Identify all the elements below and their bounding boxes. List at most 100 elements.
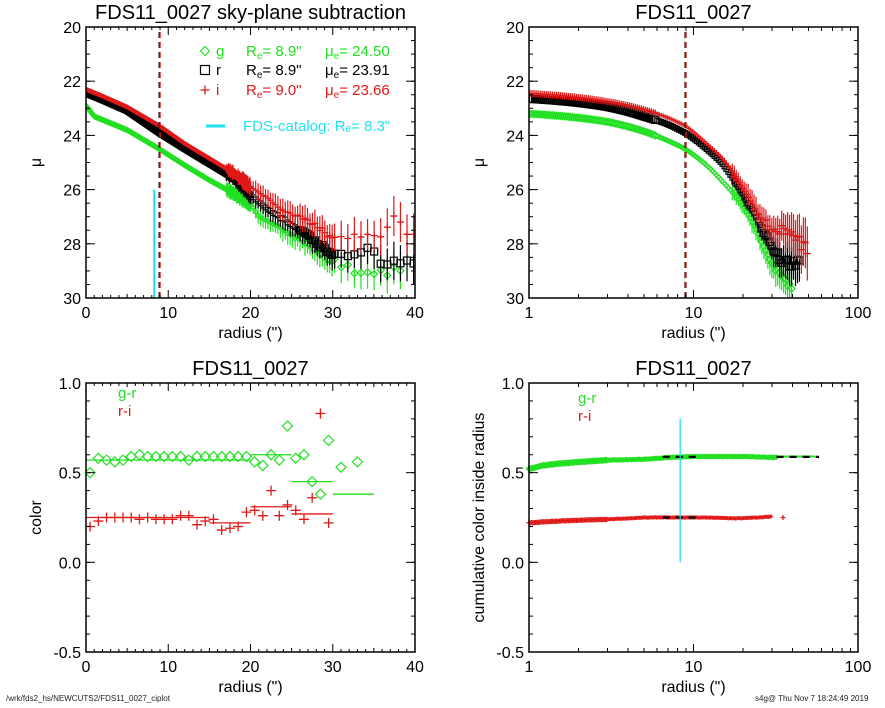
series-g-r xyxy=(84,420,374,501)
equals: = 9.0" xyxy=(262,82,301,99)
legend-band-label: g xyxy=(216,43,224,60)
data-point xyxy=(725,163,731,169)
legend-band-label: i xyxy=(216,82,219,99)
data-point xyxy=(141,450,154,463)
data-point xyxy=(337,233,345,241)
data-point xyxy=(265,195,271,201)
x-axis-label: radius (") xyxy=(218,325,282,342)
legend-mu-label: μe= 24.50 xyxy=(325,43,390,62)
data-point xyxy=(199,450,212,463)
data-point xyxy=(363,267,372,277)
data-point xyxy=(377,233,385,241)
data-point xyxy=(256,459,269,472)
data-point xyxy=(529,94,534,103)
data-point xyxy=(274,510,285,521)
data-point xyxy=(787,284,796,293)
data-point xyxy=(275,204,281,210)
data-layer xyxy=(529,89,811,298)
chart-title: FDS11_0027 sky-plane subtraction xyxy=(95,2,406,24)
y-tick-label: 1.0 xyxy=(502,376,524,393)
timestamp-footer: s4g@ Thu Nov 7 18:24:49 2019 xyxy=(755,694,869,703)
chart-title: FDS11_0027 xyxy=(635,358,751,380)
y-tick-label: 20 xyxy=(506,20,524,37)
data-point xyxy=(325,248,334,257)
data-point xyxy=(270,200,276,206)
data-point xyxy=(350,268,359,278)
y-axis-label: color xyxy=(28,499,45,534)
series-r-i xyxy=(85,408,334,536)
data-point xyxy=(335,461,347,474)
data-point xyxy=(724,160,729,166)
legend-catalog-text: FDS-catalog: Rₑ= 8.3" xyxy=(243,118,390,135)
legend-label: r-i xyxy=(578,408,591,425)
data-point xyxy=(344,235,352,243)
equals: = 8.9" xyxy=(262,43,301,60)
data-point xyxy=(266,485,277,496)
x-tick-label: 100 xyxy=(845,305,872,322)
data-point xyxy=(328,250,337,260)
data-point xyxy=(249,204,257,211)
data-point xyxy=(133,448,146,461)
data-point xyxy=(166,450,179,463)
data-point xyxy=(255,189,261,195)
data-point xyxy=(265,448,277,461)
data-point xyxy=(331,233,339,241)
data-point xyxy=(258,191,264,197)
y-tick-label: 1.0 xyxy=(59,376,81,393)
y-tick-label: 30 xyxy=(506,291,524,308)
legend-re-label: Re= 8.9" xyxy=(246,62,302,81)
data-point xyxy=(183,510,194,521)
data-point xyxy=(403,230,411,238)
data-point xyxy=(273,454,286,466)
x-tick-label: 0 xyxy=(82,659,91,676)
data-point xyxy=(649,130,658,140)
file-path-footer: /wrk/fds2_hs/NEWCUTS2/FDS11_0027_ciplot xyxy=(6,694,170,703)
y-tick-label: 26 xyxy=(63,183,81,200)
data-point xyxy=(224,523,235,534)
subscript: e xyxy=(334,51,340,62)
y-tick-label: 0.0 xyxy=(59,555,81,572)
legend-mu-label: μe= 23.66 xyxy=(325,82,390,101)
data-point xyxy=(250,186,256,192)
data-point xyxy=(284,230,292,237)
legend-marker-i xyxy=(200,85,210,95)
chart-panel-profile-linear: FDS11_0027 sky-plane subtraction radius (… xyxy=(28,2,424,342)
data-point xyxy=(252,208,259,216)
x-tick-label: 10 xyxy=(159,659,177,676)
data-point xyxy=(289,452,302,465)
data-point xyxy=(241,507,252,518)
data-point xyxy=(232,450,245,463)
data-point xyxy=(370,232,378,240)
x-axis-label: radius (") xyxy=(661,679,725,696)
data-point xyxy=(108,456,121,468)
data-point xyxy=(158,450,170,463)
data-point xyxy=(134,514,145,525)
data-point xyxy=(207,450,220,463)
data-point xyxy=(410,230,415,238)
x-axis-label: radius (") xyxy=(661,325,725,342)
data-point xyxy=(174,450,187,463)
y-tick-label: 0.0 xyxy=(502,555,524,572)
x-tick-label: 100 xyxy=(845,659,872,676)
y-tick-label: 24 xyxy=(506,128,524,145)
data-point xyxy=(117,454,129,466)
series-i xyxy=(529,89,811,281)
chart-title: FDS11_0027 xyxy=(635,2,751,24)
data-point xyxy=(323,517,334,528)
x-tick-label: 40 xyxy=(406,305,424,322)
data-point xyxy=(150,450,162,463)
subscript: e xyxy=(334,90,340,101)
data-point xyxy=(298,514,309,525)
legend-label: r-i xyxy=(118,403,131,420)
x-tick-label: 20 xyxy=(242,305,260,322)
y-tick-label: 22 xyxy=(63,74,81,91)
data-point xyxy=(351,456,364,468)
data-point xyxy=(307,492,318,503)
legend-band-label: r xyxy=(216,62,221,79)
data-point xyxy=(84,466,96,479)
x-tick-label: 40 xyxy=(406,659,424,676)
y-axis-label: cumulative color inside radius xyxy=(471,413,488,623)
legend-marker-r xyxy=(199,64,211,76)
